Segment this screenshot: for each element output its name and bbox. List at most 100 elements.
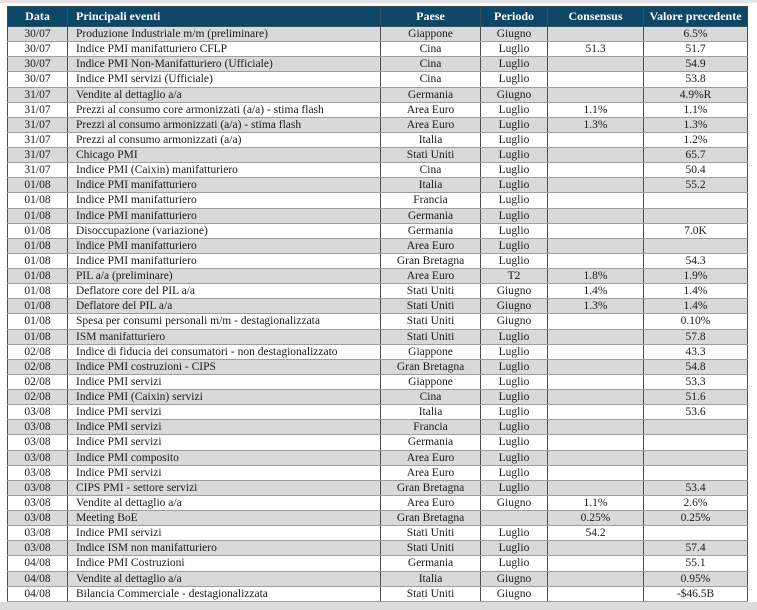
cell-date: 31/07	[7, 102, 68, 118]
cell-consensus: 1.1%	[547, 102, 644, 118]
table-row: 03/08 Indice PMI composito Area Euro Luglio	[7, 450, 748, 466]
cell-event: Deflatore del PIL a/a	[67, 298, 381, 315]
cell-previous: 51.7	[643, 41, 748, 58]
cell-previous	[643, 434, 748, 451]
cell-country: Gran Bretagna	[380, 253, 481, 270]
cell-period: Luglio	[480, 177, 548, 194]
cell-period: Luglio	[480, 41, 548, 58]
cell-date: 30/07	[7, 41, 68, 58]
cell-date: 02/08	[7, 374, 68, 391]
cell-date: 01/08	[7, 177, 68, 194]
cell-consensus	[547, 313, 644, 330]
column-header-period: Periodo	[480, 6, 548, 27]
cell-previous: 51.6	[643, 389, 748, 406]
cell-date: 31/07	[7, 132, 68, 149]
cell-period: Giugno	[480, 26, 548, 43]
cell-country: Germania	[380, 208, 481, 224]
cell-consensus: 51.3	[547, 41, 644, 58]
cell-consensus	[547, 162, 644, 179]
cell-previous: -$46.5B	[643, 586, 748, 603]
cell-previous: 65.7	[643, 147, 748, 164]
cell-consensus	[547, 208, 644, 224]
table-row: 03/08 Vendite al dettaglio a/a Area Euro Gi…	[7, 495, 748, 512]
cell-date: 03/08	[7, 540, 68, 557]
cell-period: Luglio	[480, 208, 548, 224]
cell-date: 31/07	[7, 162, 68, 179]
cell-event: Vendite al dettaglio a/a	[67, 495, 381, 512]
column-header-date: Data	[7, 6, 68, 27]
cell-event: Vendite al dettaglio a/a	[67, 87, 381, 103]
cell-date: 01/08	[7, 253, 68, 270]
cell-period: Luglio	[480, 450, 548, 466]
cell-country: Italia	[380, 571, 481, 587]
page-bottom-edge	[0, 602, 757, 610]
cell-event: Indice PMI servizi	[67, 419, 381, 436]
cell-previous: 53.8	[643, 71, 748, 88]
cell-country: Stati Uniti	[380, 313, 481, 330]
cell-consensus	[547, 359, 644, 375]
cell-country: Italia	[380, 404, 481, 421]
table-row: 31/07 Prezzi al consumo armonizzati (a/a)…	[7, 132, 748, 149]
cell-country: Area Euro	[380, 465, 481, 481]
cell-period: Luglio	[480, 434, 548, 451]
table-row: 02/08 Indice PMI servizi Giappone Luglio 53.…	[7, 374, 748, 391]
cell-consensus	[547, 555, 644, 572]
cell-country: Italia	[380, 177, 481, 194]
cell-date: 30/07	[7, 56, 68, 73]
cell-country: Cina	[380, 56, 481, 73]
cell-date: 03/08	[7, 434, 68, 451]
header-row: Data Principali eventi Paese Periodo Con…	[7, 6, 748, 27]
cell-consensus	[547, 404, 644, 421]
cell-event: Chicago PMI	[67, 147, 381, 164]
table-row: 01/08 Deflatore del PIL a/a Stati Uniti Giu…	[7, 298, 748, 315]
table-row: 03/08 Indice PMI servizi Germania Luglio	[7, 434, 748, 451]
cell-previous: 1.4%	[643, 298, 748, 315]
table-row: 01/08 PIL a/a (preliminare) Area Euro T2 1.8…	[7, 268, 748, 285]
cell-consensus	[547, 480, 644, 496]
cell-event: Prezzi al consumo core armonizzati (a/a)…	[67, 102, 381, 118]
cell-consensus	[547, 253, 644, 270]
cell-country: Stati Uniti	[380, 329, 481, 345]
cell-date: 04/08	[7, 555, 68, 572]
cell-date: 30/07	[7, 26, 68, 43]
cell-previous	[643, 419, 748, 436]
cell-country: Germania	[380, 87, 481, 103]
cell-period: Luglio	[480, 132, 548, 149]
cell-previous: 57.4	[643, 540, 748, 557]
cell-country: Stati Uniti	[380, 283, 481, 300]
cell-country: Stati Uniti	[380, 525, 481, 542]
cell-country: Area Euro	[380, 495, 481, 512]
cell-event: Disoccupazione (variazione)	[67, 223, 381, 239]
cell-date: 31/07	[7, 147, 68, 164]
cell-previous: 1.3%	[643, 117, 748, 133]
cell-event: Indice PMI Costruzioni	[67, 555, 381, 572]
cell-date: 31/07	[7, 87, 68, 103]
cell-previous: 1.4%	[643, 283, 748, 300]
cell-country: Giappone	[380, 26, 481, 43]
column-header-consensus: Consensus	[547, 6, 644, 27]
cell-period	[480, 510, 548, 527]
cell-date: 03/08	[7, 495, 68, 512]
table-row: 01/08 Spesa per consumi personali m/m - d…	[7, 313, 748, 330]
table-header: Data Principali eventi Paese Periodo Con…	[7, 6, 748, 27]
table-row: 01/08 ISM manifatturiero Stati Uniti Luglio…	[7, 329, 748, 345]
table-row: 30/07 Indice PMI servizi (Ufficiale) Cina L…	[7, 71, 748, 88]
cell-event: Deflatore core del PIL a/a	[67, 283, 381, 300]
cell-previous: 0.25%	[643, 510, 748, 527]
cell-consensus: 1.8%	[547, 268, 644, 285]
cell-event: Indice PMI Non-Manifatturiero (Ufficiale…	[67, 56, 381, 73]
table-row: 01/08 Indice PMI manifatturiero Area Euro L…	[7, 238, 748, 254]
cell-period: Luglio	[480, 555, 548, 572]
cell-date: 04/08	[7, 586, 68, 603]
table-row: 03/08 Indice PMI servizi Italia Luglio 53.6	[7, 404, 748, 421]
cell-consensus	[547, 434, 644, 451]
cell-consensus: 1.3%	[547, 298, 644, 315]
cell-consensus	[547, 26, 644, 43]
table-row: 30/07 Indice PMI Non-Manifatturiero (Uffi…	[7, 56, 748, 73]
cell-date: 01/08	[7, 208, 68, 224]
column-header-event: Principali eventi	[67, 6, 381, 27]
cell-country: Cina	[380, 71, 481, 88]
cell-period: Luglio	[480, 419, 548, 436]
cell-previous: 1.9%	[643, 268, 748, 285]
cell-period: Luglio	[480, 223, 548, 239]
